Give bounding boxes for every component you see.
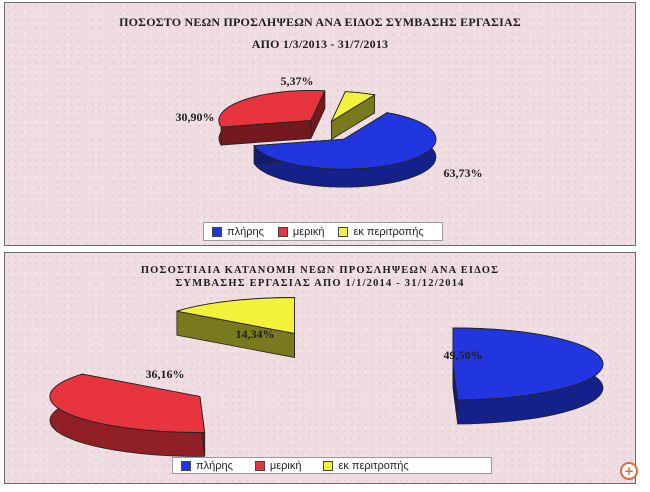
pie-slice-2: [330, 91, 376, 141]
data-label: 36,16%: [146, 367, 185, 381]
chart-subtitle: ΣΥΜΒΑΣΗΣ ΕΡΓΑΣΙΑΣ ΑΠΟ 1/1/2014 - 31/12/2…: [175, 278, 465, 289]
pie-slice-top: [253, 112, 437, 170]
zoom-plus-icon[interactable]: +: [620, 462, 638, 480]
pie-chart-2013: 63,73% 30,90% 5,37%: [176, 74, 483, 188]
data-label: 5,37%: [281, 74, 314, 88]
data-label: 14,34%: [236, 327, 275, 341]
pie-slice-top: [176, 297, 295, 335]
chart-title: ΠΟΣΟΣΤΙΑΙΑ ΚΑΤΑΝΟΜΗ ΝΕΩΝ ΠΡΟΣΛΗΨΕΩΝ ΑΝΑ …: [140, 265, 500, 276]
pie-slice-top: [452, 327, 604, 401]
pie-slice-0: [253, 111, 437, 188]
legend-label-rotation: εκ περιτροπής: [338, 459, 409, 472]
legend-item-full: πλήρης: [212, 226, 264, 238]
legend-label-rotation: εκ περιτροπής: [353, 225, 424, 238]
legend-item-part: μερική: [277, 225, 325, 238]
legend-label-full: πλήρης: [196, 459, 233, 472]
data-label: 30,90%: [176, 110, 215, 124]
chart-panel-2014: ΠΟΣΟΣΤΙΑΙΑ ΚΑΤΑΝΟΜΗ ΝΕΩΝ ΠΡΟΣΛΗΨΕΩΝ ΑΝΑ …: [4, 252, 636, 484]
legend-item-rotation: εκ περιτροπής: [338, 225, 424, 238]
legend-item-part: μερική: [254, 459, 302, 472]
legend-swatch-part: [277, 226, 288, 237]
pie-slice-1: [218, 90, 326, 147]
pie-slice-0: [452, 327, 604, 425]
legend-swatch-rotation: [323, 460, 334, 471]
legend-swatch-full: [181, 460, 191, 471]
legend-swatch-part: [254, 460, 265, 471]
pie-slice-1: [49, 373, 206, 457]
legend-item-rotation: εκ περιτροπής: [323, 459, 409, 472]
legend-label-part: μερική: [269, 459, 302, 472]
legend-label-part: μερική: [292, 225, 325, 238]
pie-slice-top: [49, 373, 206, 433]
legend-swatch-rotation: [338, 226, 349, 237]
pie-slice-top: [218, 90, 326, 128]
chart-title: ΠΟΣΟΣΤΟ ΝΕΩΝ ΠΡΟΣΛΗΨΕΩΝ ΑΝΑ ΕΙΔΟΣ ΣΥΜΒΑΣ…: [119, 15, 521, 29]
chart-legend: πλήρης μερική εκ περιτροπής: [203, 222, 443, 241]
chart-subtitle: ΑΠΟ 1/3/2013 - 31/7/2013: [251, 37, 389, 51]
legend-swatch-full: [212, 226, 222, 237]
legend-item-full: πλήρης: [181, 460, 233, 472]
data-label: 49,50%: [444, 348, 483, 362]
chart-panel-2013: ΠΟΣΟΣΤΟ ΝΕΩΝ ΠΡΟΣΛΗΨΕΩΝ ΑΝΑ ΕΙΔΟΣ ΣΥΜΒΑΣ…: [4, 2, 636, 246]
pie-chart-2014: 49,50% 36,16% 14,34%: [49, 297, 604, 457]
legend-label-full: πλήρης: [227, 225, 264, 238]
data-label: 63,73%: [444, 166, 483, 180]
pie-slice-top: [330, 91, 376, 123]
chart-legend: πλήρης μερική εκ περιτροπής: [172, 457, 492, 474]
pie-slice-2: [176, 297, 295, 358]
